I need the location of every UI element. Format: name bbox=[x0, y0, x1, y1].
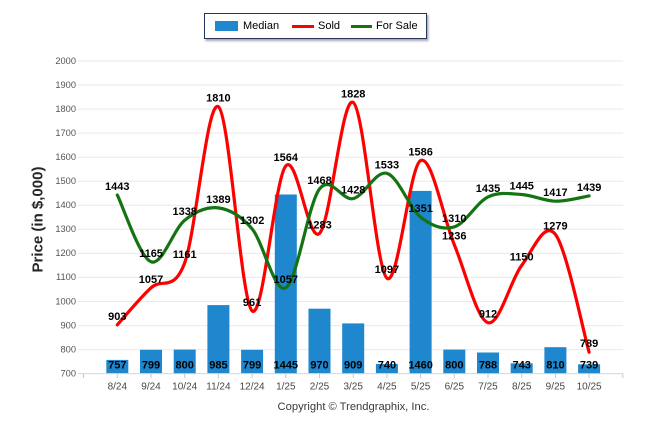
svg-text:1600: 1600 bbox=[55, 152, 76, 162]
svg-text:4/25: 4/25 bbox=[377, 382, 397, 393]
svg-text:912: 912 bbox=[479, 309, 497, 321]
svg-text:6/25: 6/25 bbox=[445, 382, 465, 393]
svg-text:743: 743 bbox=[513, 360, 531, 372]
svg-text:1165: 1165 bbox=[139, 248, 163, 260]
svg-text:1468: 1468 bbox=[307, 175, 331, 187]
svg-text:1389: 1389 bbox=[206, 194, 230, 206]
svg-text:985: 985 bbox=[209, 360, 227, 372]
svg-text:799: 799 bbox=[142, 360, 160, 372]
svg-text:2/25: 2/25 bbox=[310, 382, 330, 393]
svg-text:1150: 1150 bbox=[510, 251, 534, 263]
svg-text:1097: 1097 bbox=[375, 264, 399, 276]
svg-text:9/24: 9/24 bbox=[141, 382, 161, 393]
svg-text:11/24: 11/24 bbox=[206, 382, 231, 393]
svg-text:10/24: 10/24 bbox=[172, 382, 197, 393]
svg-text:740: 740 bbox=[378, 360, 396, 372]
svg-text:1310: 1310 bbox=[442, 213, 466, 225]
svg-text:700: 700 bbox=[60, 368, 76, 378]
svg-text:909: 909 bbox=[344, 360, 362, 372]
svg-text:810: 810 bbox=[546, 360, 564, 372]
svg-text:1057: 1057 bbox=[139, 274, 163, 286]
svg-text:800: 800 bbox=[176, 360, 194, 372]
svg-text:1533: 1533 bbox=[375, 159, 399, 171]
svg-text:8/25: 8/25 bbox=[512, 382, 532, 393]
svg-text:1279: 1279 bbox=[543, 220, 567, 232]
svg-text:1810: 1810 bbox=[206, 93, 230, 105]
svg-text:1564: 1564 bbox=[274, 152, 299, 164]
svg-text:1161: 1161 bbox=[173, 249, 197, 261]
svg-text:1800: 1800 bbox=[55, 104, 76, 114]
svg-text:757: 757 bbox=[108, 360, 126, 372]
svg-text:10/25: 10/25 bbox=[577, 382, 602, 393]
svg-text:1435: 1435 bbox=[476, 183, 500, 195]
svg-text:799: 799 bbox=[243, 360, 261, 372]
svg-text:1400: 1400 bbox=[55, 200, 76, 210]
svg-text:1236: 1236 bbox=[442, 231, 466, 243]
svg-text:1/25: 1/25 bbox=[276, 382, 296, 393]
svg-text:1500: 1500 bbox=[55, 176, 76, 186]
svg-text:1338: 1338 bbox=[172, 206, 196, 218]
svg-text:1900: 1900 bbox=[55, 80, 76, 90]
svg-text:1700: 1700 bbox=[55, 128, 76, 138]
svg-text:1351: 1351 bbox=[408, 203, 432, 215]
svg-text:1460: 1460 bbox=[408, 360, 432, 372]
svg-text:1439: 1439 bbox=[577, 182, 601, 194]
svg-text:1417: 1417 bbox=[543, 187, 567, 199]
svg-text:970: 970 bbox=[310, 360, 328, 372]
svg-text:12/24: 12/24 bbox=[240, 382, 265, 393]
svg-text:5/25: 5/25 bbox=[411, 382, 431, 393]
svg-text:2000: 2000 bbox=[55, 56, 76, 66]
svg-text:739: 739 bbox=[580, 360, 598, 372]
svg-text:800: 800 bbox=[445, 360, 463, 372]
svg-text:9/25: 9/25 bbox=[546, 382, 566, 393]
svg-text:961: 961 bbox=[243, 297, 261, 309]
svg-text:1057: 1057 bbox=[274, 274, 298, 286]
svg-text:8/24: 8/24 bbox=[108, 382, 128, 393]
svg-text:1428: 1428 bbox=[341, 185, 365, 197]
svg-text:900: 900 bbox=[60, 320, 76, 330]
svg-text:7/25: 7/25 bbox=[478, 382, 498, 393]
svg-text:789: 789 bbox=[580, 338, 598, 350]
svg-text:1302: 1302 bbox=[240, 215, 264, 227]
svg-text:1445: 1445 bbox=[509, 181, 533, 193]
svg-text:1300: 1300 bbox=[55, 224, 76, 234]
svg-text:1828: 1828 bbox=[341, 88, 365, 100]
svg-text:1443: 1443 bbox=[105, 181, 129, 193]
svg-text:1100: 1100 bbox=[56, 272, 76, 282]
svg-text:1283: 1283 bbox=[307, 219, 331, 231]
svg-text:1445: 1445 bbox=[274, 360, 298, 372]
svg-text:788: 788 bbox=[479, 360, 497, 372]
svg-text:1000: 1000 bbox=[55, 296, 76, 306]
svg-text:1200: 1200 bbox=[55, 248, 76, 258]
svg-text:1586: 1586 bbox=[408, 147, 432, 159]
svg-text:800: 800 bbox=[60, 344, 76, 354]
svg-text:3/25: 3/25 bbox=[343, 382, 363, 393]
svg-text:903: 903 bbox=[108, 311, 126, 323]
